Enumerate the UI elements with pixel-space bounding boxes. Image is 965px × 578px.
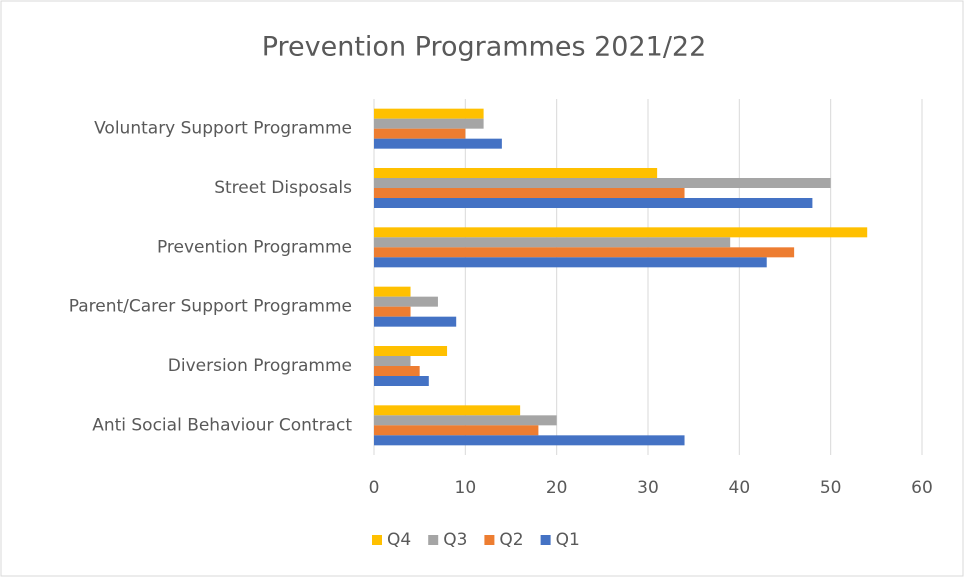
- x-tick-label: 0: [369, 478, 380, 498]
- bar: [374, 128, 466, 139]
- y-tick-label: Diversion Programme: [168, 356, 352, 376]
- x-tick-label: 10: [455, 478, 477, 498]
- bar: [374, 188, 685, 198]
- x-tick-label: 50: [820, 478, 842, 498]
- bar: [374, 138, 502, 149]
- legend-label: Q2: [499, 530, 523, 550]
- y-tick-label: Parent/Carer Support Programme: [69, 297, 352, 317]
- bar: [374, 227, 868, 238]
- bar: [374, 247, 795, 258]
- bar: [374, 356, 411, 366]
- x-tick-label: 30: [637, 478, 659, 498]
- bar: [374, 198, 813, 208]
- x-tick-label: 60: [911, 478, 933, 498]
- bar: [374, 316, 457, 327]
- legend-label: Q3: [443, 530, 467, 550]
- bar: [374, 286, 411, 297]
- x-tick-label: 20: [546, 478, 568, 498]
- bar: [374, 366, 420, 376]
- legend-swatch: [540, 535, 551, 545]
- bar: [374, 178, 831, 188]
- legend-label: Q1: [556, 530, 580, 550]
- legend-label: Q4: [387, 530, 411, 550]
- bar: [374, 346, 448, 356]
- x-tick-label: 40: [729, 478, 751, 498]
- bar: [374, 257, 767, 268]
- bar: [374, 296, 438, 307]
- y-tick-label: Prevention Programme: [157, 237, 352, 257]
- legend-swatch: [372, 535, 382, 545]
- bar: [374, 405, 521, 416]
- bar: [374, 435, 685, 446]
- y-tick-label: Voluntary Support Programme: [94, 119, 352, 139]
- bar: [374, 237, 731, 248]
- legend-swatch: [484, 535, 495, 545]
- y-tick-label: Anti Social Behaviour Contract: [92, 415, 352, 435]
- legend-swatch: [428, 535, 439, 545]
- bar: [374, 108, 484, 119]
- bar: [374, 376, 429, 386]
- y-tick-label: Street Disposals: [214, 178, 352, 198]
- bar: [374, 118, 484, 129]
- bar: [374, 306, 411, 317]
- bar: [374, 415, 557, 426]
- chart-title: Prevention Programmes 2021/22: [262, 32, 707, 63]
- bar: [374, 168, 658, 178]
- bar: [374, 425, 539, 436]
